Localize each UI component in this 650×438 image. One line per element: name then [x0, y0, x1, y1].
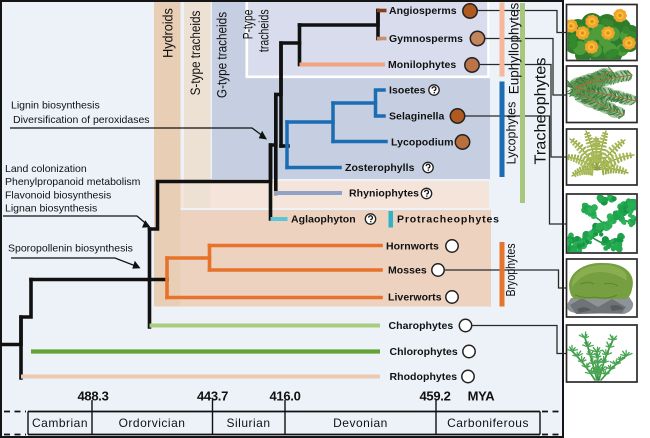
svg-text:Rhodophytes: Rhodophytes	[390, 371, 458, 383]
svg-text:G-type tracheids: G-type tracheids	[214, 12, 230, 98]
svg-text:Silurian: Silurian	[226, 416, 270, 430]
svg-text:Gymnosperms: Gymnosperms	[389, 33, 463, 45]
svg-text:416.0: 416.0	[269, 389, 300, 404]
svg-text:488.3: 488.3	[77, 389, 108, 404]
svg-text:Euphyllophytes: Euphyllophytes	[507, 2, 522, 94]
svg-text:Monilophytes: Monilophytes	[388, 59, 456, 71]
svg-text:Hydroids: Hydroids	[160, 8, 176, 58]
svg-text:Chlorophytes: Chlorophytes	[390, 346, 458, 358]
svg-text:Protracheophytes: Protracheophytes	[397, 214, 500, 226]
svg-text:Rhyniophytes: Rhyniophytes	[349, 188, 419, 200]
svg-text:Aglaophyton: Aglaophyton	[291, 214, 356, 226]
svg-text:Lycophytes: Lycophytes	[504, 102, 518, 165]
svg-text:Tracheophytes: Tracheophytes	[533, 57, 550, 164]
svg-text:Diversification of peroxidases: Diversification of peroxidases	[13, 114, 150, 126]
svg-text:Phenylpropanoid metabolism: Phenylpropanoid metabolism	[5, 176, 141, 188]
svg-text:Land colonization: Land colonization	[5, 163, 87, 175]
svg-text:Devonian: Devonian	[333, 416, 388, 430]
svg-text:P-type: P-type	[240, 9, 256, 39]
svg-text:Lignan biosynthesis: Lignan biosynthesis	[5, 203, 97, 215]
svg-text:Charophytes: Charophytes	[389, 320, 454, 332]
svg-text:459.2: 459.2	[419, 389, 450, 404]
svg-text:Isoetes: Isoetes	[389, 85, 426, 97]
svg-text:Ordorvician: Ordorvician	[119, 416, 186, 430]
svg-text:Flavonoid biosynthesis: Flavonoid biosynthesis	[5, 189, 111, 201]
svg-text:Sporopollenin biosynthesis: Sporopollenin biosynthesis	[8, 243, 133, 255]
svg-text:Cambrian: Cambrian	[32, 416, 88, 430]
svg-text:Angiosperms: Angiosperms	[389, 5, 457, 17]
svg-text:Bryophytes: Bryophytes	[504, 243, 518, 296]
svg-text:tracheids: tracheids	[256, 9, 272, 52]
svg-text:Mosses: Mosses	[388, 265, 427, 277]
svg-text:MYA: MYA	[468, 389, 496, 404]
svg-text:Liverworts: Liverworts	[388, 292, 442, 304]
svg-text:Zosterophylls: Zosterophylls	[345, 162, 415, 174]
svg-text:Lycopodium: Lycopodium	[391, 137, 454, 149]
svg-text:S-type tracheids: S-type tracheids	[187, 11, 203, 96]
svg-text:443.7: 443.7	[197, 389, 228, 404]
svg-text:Hornworts: Hornworts	[386, 241, 439, 253]
svg-text:Lignin biosynthesis: Lignin biosynthesis	[11, 100, 100, 112]
svg-text:Carboniferous: Carboniferous	[447, 416, 529, 430]
svg-text:Selaginella: Selaginella	[389, 111, 445, 123]
